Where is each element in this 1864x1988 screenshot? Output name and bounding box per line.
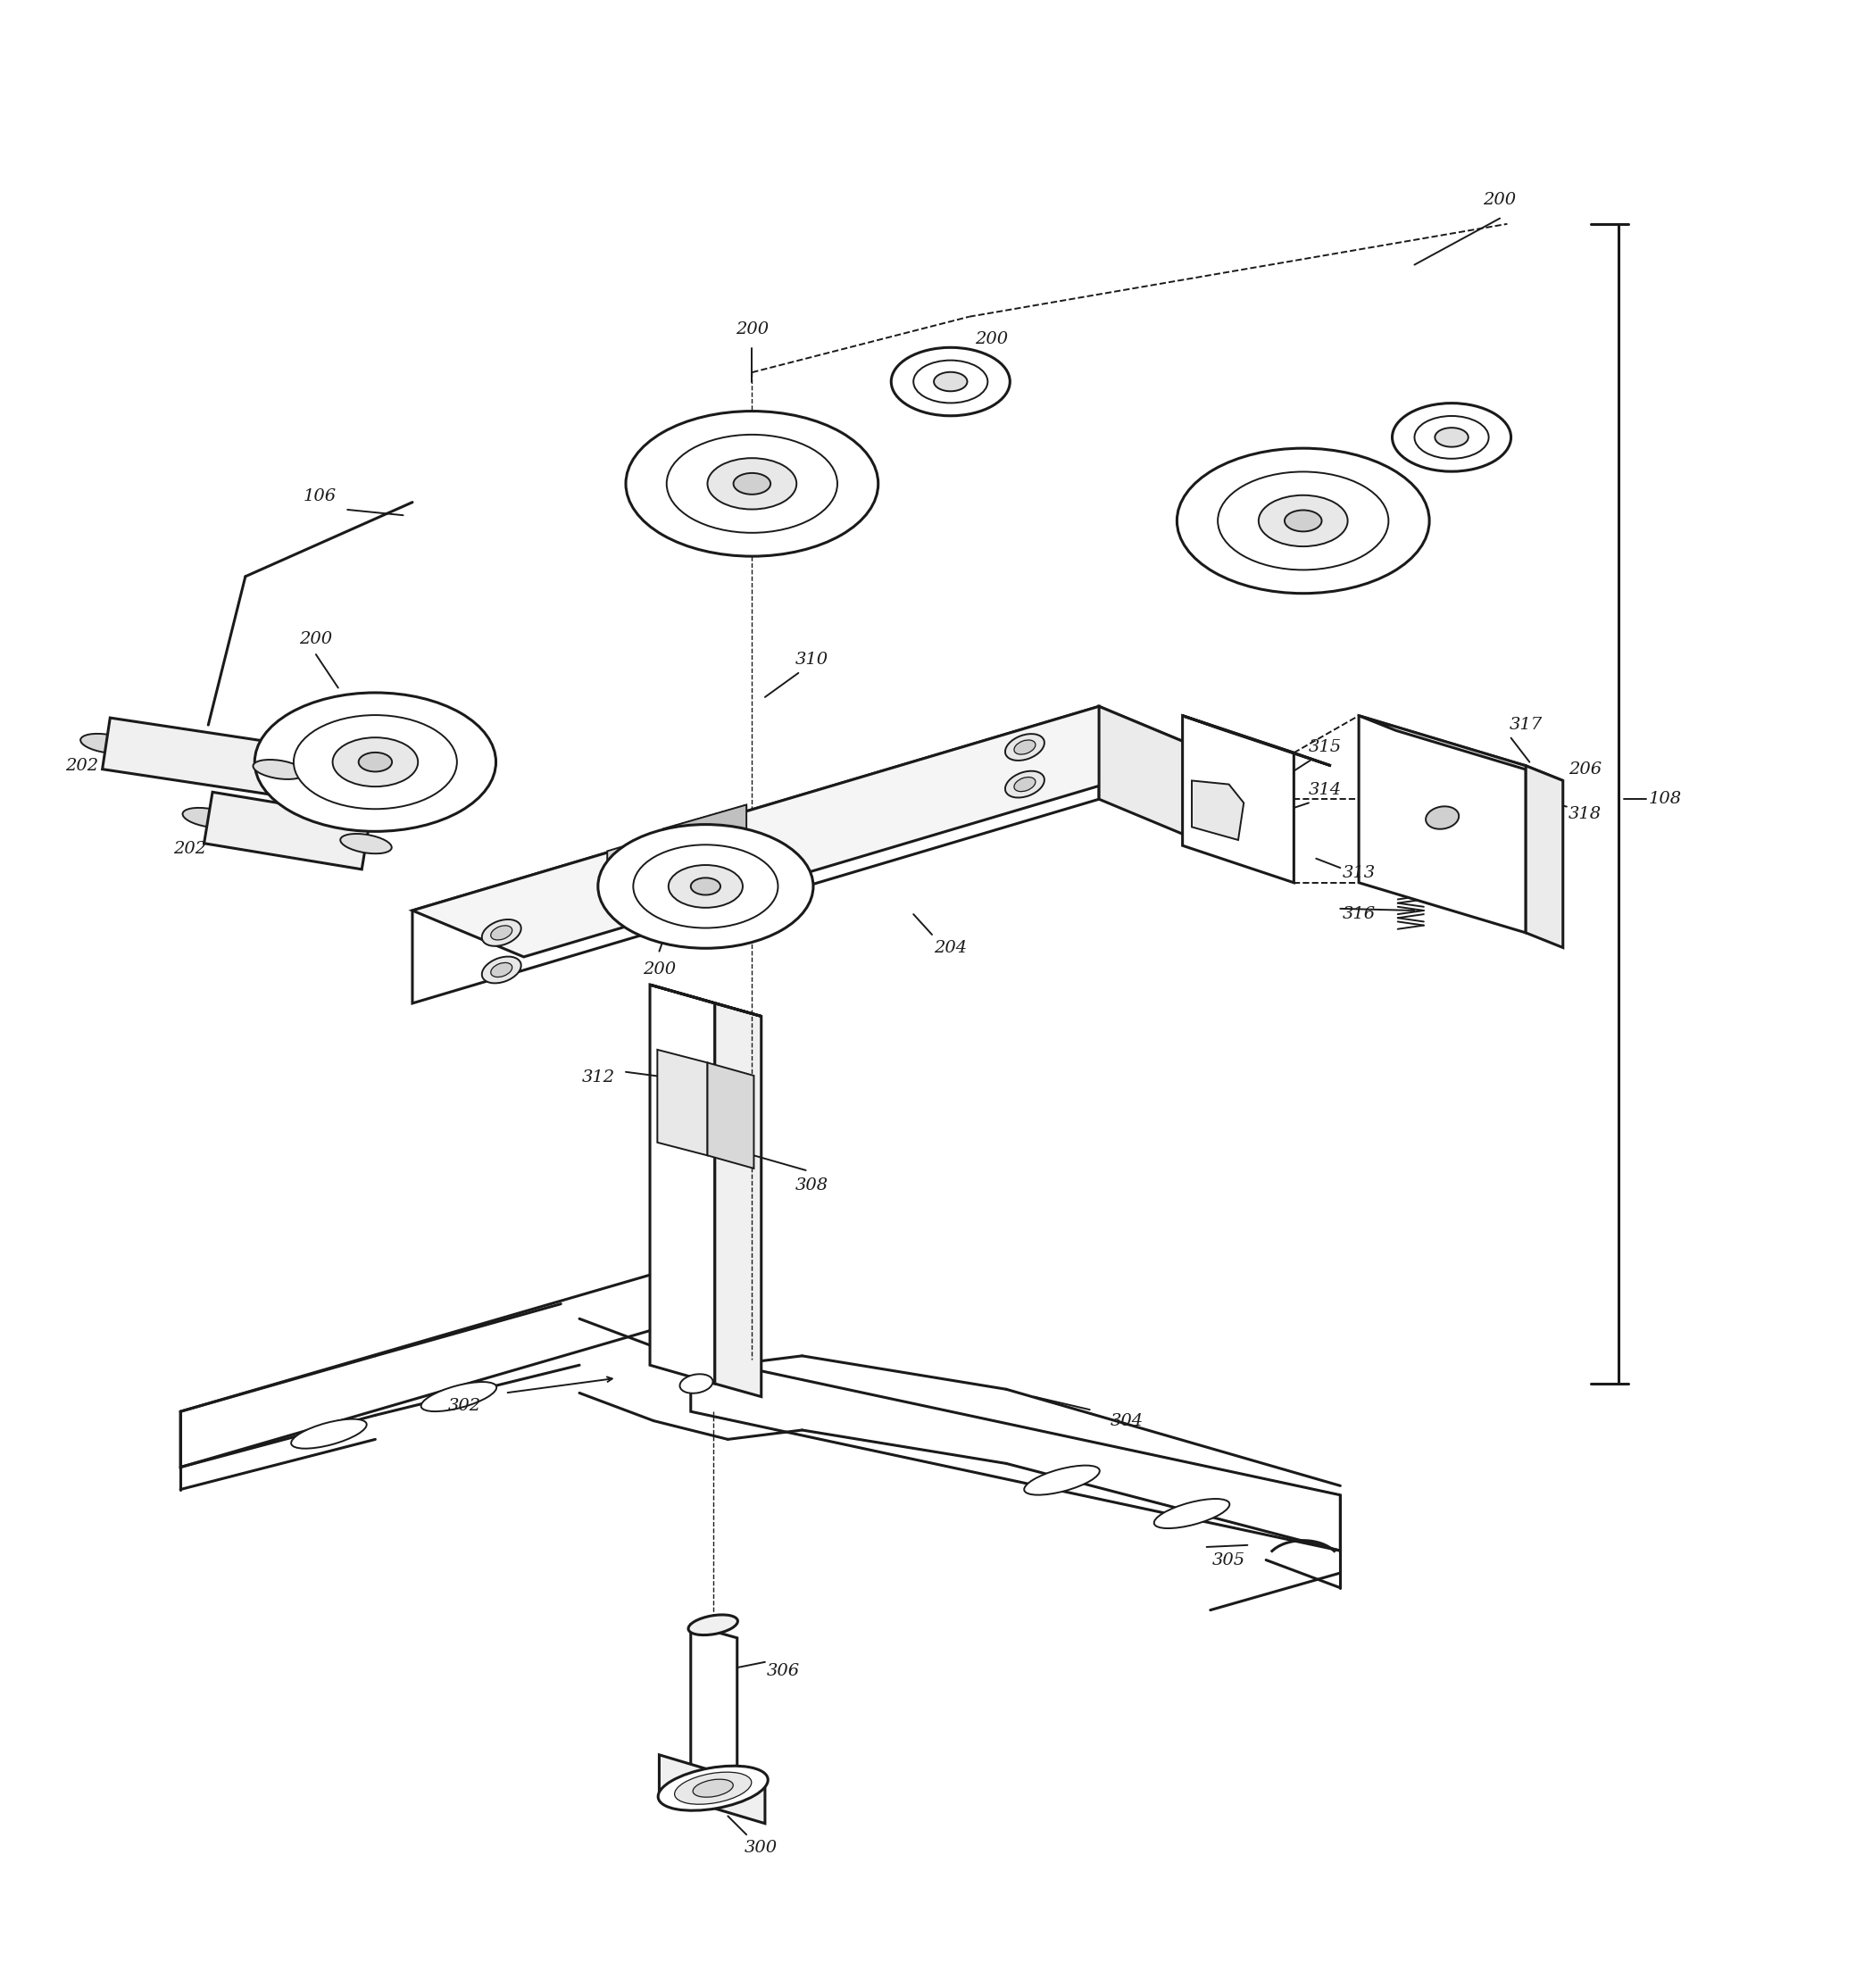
Ellipse shape xyxy=(1392,404,1512,471)
Ellipse shape xyxy=(1005,771,1044,797)
Ellipse shape xyxy=(291,1419,367,1449)
Ellipse shape xyxy=(934,372,967,392)
Ellipse shape xyxy=(1014,740,1036,753)
Text: 202: 202 xyxy=(173,841,207,857)
Ellipse shape xyxy=(1435,427,1469,447)
Ellipse shape xyxy=(295,716,457,809)
Polygon shape xyxy=(608,841,645,873)
Text: 202: 202 xyxy=(65,757,99,773)
Polygon shape xyxy=(1527,765,1562,948)
Text: 317: 317 xyxy=(1510,718,1542,734)
Ellipse shape xyxy=(490,962,513,976)
Ellipse shape xyxy=(1014,777,1036,791)
Ellipse shape xyxy=(891,348,1010,415)
Ellipse shape xyxy=(490,926,513,940)
Text: 206: 206 xyxy=(1569,761,1601,777)
Text: 316: 316 xyxy=(1342,907,1376,922)
Ellipse shape xyxy=(80,734,132,753)
Polygon shape xyxy=(1359,716,1562,781)
Text: 305: 305 xyxy=(1212,1553,1245,1569)
Text: 200: 200 xyxy=(643,962,677,978)
Text: 200: 200 xyxy=(975,330,1008,348)
Polygon shape xyxy=(203,791,371,869)
Ellipse shape xyxy=(626,412,878,557)
Polygon shape xyxy=(1191,781,1243,841)
Polygon shape xyxy=(412,706,1210,956)
Ellipse shape xyxy=(1154,1499,1230,1529)
Ellipse shape xyxy=(913,360,988,404)
Text: 200: 200 xyxy=(1484,191,1517,209)
Text: 308: 308 xyxy=(794,1177,828,1193)
Ellipse shape xyxy=(634,845,777,928)
Polygon shape xyxy=(658,1050,708,1155)
Polygon shape xyxy=(1359,716,1527,932)
Polygon shape xyxy=(708,1064,753,1169)
Ellipse shape xyxy=(658,1765,768,1811)
Text: 106: 106 xyxy=(304,489,336,505)
Ellipse shape xyxy=(688,1773,738,1793)
Ellipse shape xyxy=(255,692,496,831)
Ellipse shape xyxy=(1415,415,1489,459)
Text: 304: 304 xyxy=(1111,1413,1143,1429)
Polygon shape xyxy=(716,1004,761,1398)
Ellipse shape xyxy=(1176,447,1430,592)
Polygon shape xyxy=(660,1755,764,1823)
Text: 204: 204 xyxy=(934,940,967,956)
Ellipse shape xyxy=(483,956,522,984)
Text: 300: 300 xyxy=(746,1839,777,1855)
Text: 318: 318 xyxy=(1569,805,1601,823)
Polygon shape xyxy=(412,706,1100,1004)
Ellipse shape xyxy=(680,1374,712,1394)
Text: 108: 108 xyxy=(1648,791,1681,807)
Polygon shape xyxy=(651,984,761,1016)
Ellipse shape xyxy=(733,473,770,495)
Ellipse shape xyxy=(1217,471,1389,571)
Ellipse shape xyxy=(669,865,742,909)
Ellipse shape xyxy=(667,435,837,533)
Text: 314: 314 xyxy=(1309,781,1342,797)
Polygon shape xyxy=(1100,706,1210,845)
Ellipse shape xyxy=(1005,734,1044,761)
Ellipse shape xyxy=(332,738,418,787)
Ellipse shape xyxy=(688,1614,738,1634)
Text: 306: 306 xyxy=(766,1664,800,1680)
Ellipse shape xyxy=(254,759,304,779)
Ellipse shape xyxy=(598,825,813,948)
Text: 302: 302 xyxy=(447,1398,481,1413)
Polygon shape xyxy=(692,1624,736,1783)
Ellipse shape xyxy=(341,833,391,853)
Text: 313: 313 xyxy=(1342,865,1376,881)
Polygon shape xyxy=(1182,716,1294,883)
Polygon shape xyxy=(181,1262,692,1467)
Ellipse shape xyxy=(421,1382,496,1411)
Ellipse shape xyxy=(693,1779,733,1797)
Ellipse shape xyxy=(1284,511,1322,531)
Text: 200: 200 xyxy=(736,322,768,338)
Ellipse shape xyxy=(358,751,391,771)
Ellipse shape xyxy=(692,879,721,895)
Polygon shape xyxy=(692,1356,1340,1551)
Ellipse shape xyxy=(1023,1465,1100,1495)
Polygon shape xyxy=(651,984,716,1384)
Ellipse shape xyxy=(1426,807,1460,829)
Ellipse shape xyxy=(708,457,796,509)
Ellipse shape xyxy=(483,920,522,946)
Text: 310: 310 xyxy=(794,652,828,668)
Polygon shape xyxy=(103,718,283,795)
Ellipse shape xyxy=(183,807,235,827)
Ellipse shape xyxy=(675,1771,751,1805)
Text: 312: 312 xyxy=(582,1070,615,1085)
Text: 315: 315 xyxy=(1309,740,1342,755)
Text: 200: 200 xyxy=(300,632,332,648)
Polygon shape xyxy=(664,805,746,893)
Ellipse shape xyxy=(1258,495,1348,547)
Polygon shape xyxy=(1182,716,1331,765)
